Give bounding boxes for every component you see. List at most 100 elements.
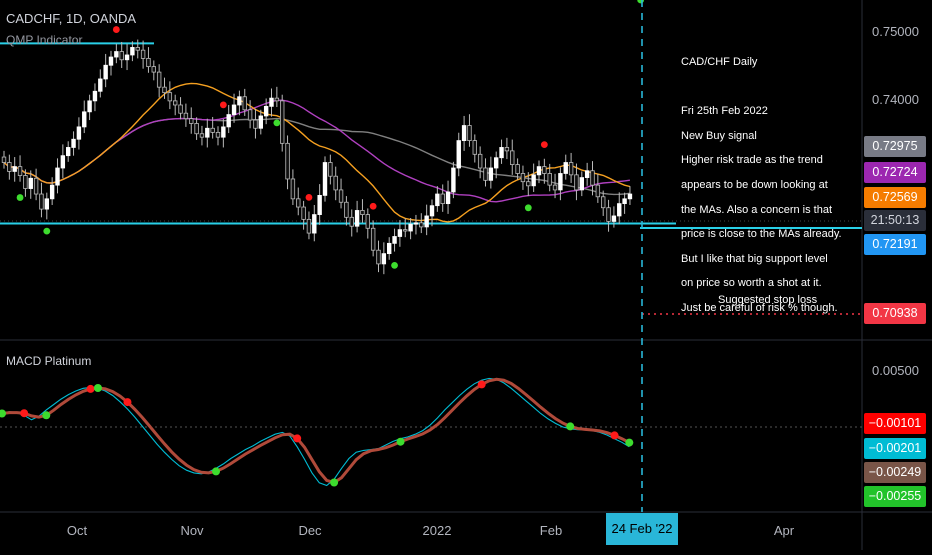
candle-body xyxy=(23,175,28,189)
candle-body xyxy=(477,153,483,169)
candle-body xyxy=(456,140,461,169)
note-line: price is close to the MAs already. xyxy=(681,228,842,241)
macd-avg-badge: −0.00255 xyxy=(864,486,926,507)
candle-body xyxy=(568,162,574,176)
time-axis-tick: Dec xyxy=(298,523,322,538)
candle-body xyxy=(606,207,611,222)
sell-signal-dot xyxy=(540,141,548,149)
candle-body xyxy=(451,167,456,193)
candle-body xyxy=(71,138,76,148)
last-price-badge: 0.72191 xyxy=(864,234,926,255)
macd-sell-dot xyxy=(20,409,29,418)
countdown-badge: 21:50:13 xyxy=(864,210,926,231)
candle-body xyxy=(156,71,162,88)
buy-signal-dot xyxy=(43,227,51,235)
macd-pane-title[interactable]: MACD Platinum xyxy=(6,354,92,368)
macd-buy-dot xyxy=(396,437,405,446)
candle-body xyxy=(119,51,124,61)
macd-signal-line xyxy=(1,377,630,485)
candle-body xyxy=(178,104,183,114)
candle-body xyxy=(408,223,413,232)
time-axis-tick: Apr xyxy=(773,523,795,538)
candle-body xyxy=(28,177,33,189)
candle-body xyxy=(328,162,333,177)
candle-body xyxy=(242,96,247,111)
time-axis-tick: 2022 xyxy=(422,523,452,538)
ma-purple-price-badge: 0.72724 xyxy=(864,162,926,183)
candle-body xyxy=(461,125,467,141)
candle-body xyxy=(322,162,328,196)
candle-body xyxy=(296,198,301,208)
candle-body xyxy=(365,214,370,229)
candle-body xyxy=(499,147,504,159)
candle-body xyxy=(140,49,146,59)
candle-body xyxy=(189,118,194,124)
candle-body xyxy=(413,222,419,225)
ma-purple-line xyxy=(3,99,630,203)
candle-body xyxy=(12,166,17,172)
candle-body xyxy=(386,242,392,255)
candle-body xyxy=(87,100,92,113)
candle-body xyxy=(7,162,12,172)
candle-body xyxy=(285,142,290,180)
sell-signal-dot xyxy=(112,26,120,33)
candle-body xyxy=(205,127,210,138)
macd-sell-dot xyxy=(123,398,132,407)
note-line: appears to be down looking at xyxy=(681,178,828,191)
candle-body xyxy=(76,126,82,140)
candle-body xyxy=(183,112,189,120)
indicator-label[interactable]: QMP Indicator xyxy=(6,33,83,47)
macd-signal-badge: −0.00101 xyxy=(864,413,926,434)
buy-signal-dot xyxy=(391,261,398,269)
candle-body xyxy=(49,184,55,200)
candle-body xyxy=(584,170,590,178)
macd-sell-dot xyxy=(86,384,95,393)
time-axis-tick: Feb xyxy=(539,523,563,538)
candle-body xyxy=(424,215,429,228)
note-line: Fri 25th Feb 2022 xyxy=(681,105,768,118)
macd-buy-dot xyxy=(566,422,575,431)
candle-body xyxy=(172,100,178,106)
candle-body xyxy=(622,198,627,205)
candle-body xyxy=(515,164,520,174)
candle-body xyxy=(510,150,515,165)
sell-signal-dot xyxy=(369,202,377,210)
note-line: New Buy signal xyxy=(681,129,757,142)
candle-body xyxy=(472,140,477,155)
stop-loss-label: Suggested stop loss xyxy=(718,294,818,306)
candle-body xyxy=(429,205,435,217)
candle-body xyxy=(558,173,563,191)
candle-body xyxy=(98,78,103,92)
note-line: Higher risk trade as the trend xyxy=(681,154,823,167)
candle-body xyxy=(60,155,66,169)
symbol-title[interactable]: CADCHF, 1D, OANDA xyxy=(6,11,137,26)
candle-body xyxy=(167,92,173,102)
candle-body xyxy=(392,236,397,244)
trade-note: CAD/CHF Daily Fri 25th Feb 2022 New Buy … xyxy=(681,44,856,327)
candle-body xyxy=(403,229,408,232)
macd-sell-dot xyxy=(293,434,302,443)
candle-body xyxy=(547,173,552,186)
candle-body xyxy=(542,166,547,174)
candle-body xyxy=(92,90,98,102)
sell-signal-dot xyxy=(219,101,227,109)
candle-body xyxy=(274,97,280,102)
candle-body xyxy=(130,47,135,56)
candle-body xyxy=(617,203,622,217)
price-axis-tick: 0.74000 xyxy=(872,92,919,107)
candle-body xyxy=(531,174,536,187)
candle-body xyxy=(595,184,601,198)
candle-body xyxy=(627,193,633,200)
candle-body xyxy=(290,178,296,200)
buy-signal-dot xyxy=(273,119,281,127)
candle-body xyxy=(301,206,306,220)
candle-body xyxy=(66,147,71,157)
candle-body xyxy=(17,166,23,176)
note-line: But I like that big support level xyxy=(681,252,828,265)
time-axis-tick: Oct xyxy=(66,523,88,538)
candle-body xyxy=(33,177,39,195)
candle-body xyxy=(312,214,317,234)
candle-body xyxy=(317,194,322,215)
